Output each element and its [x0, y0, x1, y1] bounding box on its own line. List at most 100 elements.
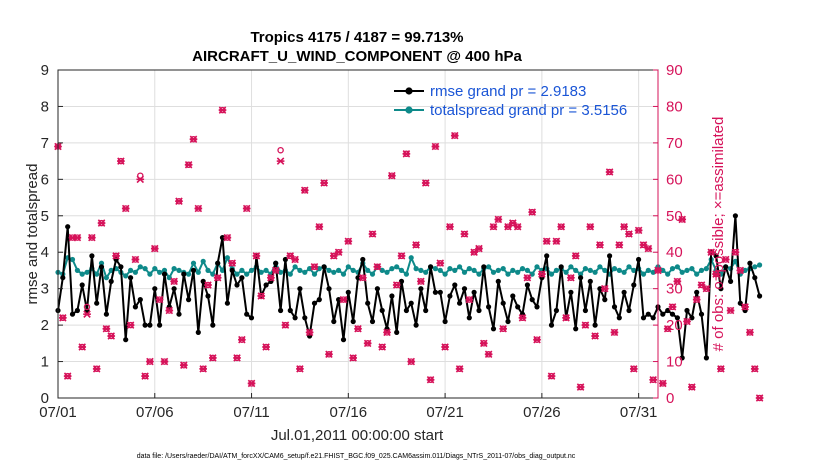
rmse-point-62 [355, 275, 361, 281]
totalspread-point-105 [563, 269, 569, 275]
rmse-point-63 [360, 256, 366, 263]
totalspread-point-58 [336, 267, 342, 273]
obs-assimilated-47 [281, 321, 290, 329]
obs-assimilated-120 [634, 226, 643, 235]
obs-assimilated-50 [296, 365, 304, 373]
x-tick-label-5: 07/26 [523, 404, 561, 421]
totalspread-point-15 [128, 267, 134, 273]
y-tick-label-6: 6 [41, 171, 49, 188]
obs-assimilated-84 [460, 230, 469, 238]
obs-assimilated-72 [402, 150, 411, 158]
rmse-point-81 [447, 293, 453, 299]
obs-assimilated-27 [184, 160, 193, 169]
obs-assimilated-43 [262, 343, 270, 351]
totalspread-point-130 [684, 267, 690, 273]
obs-assimilated-142 [741, 303, 749, 311]
obs-assimilated-92 [499, 324, 508, 333]
totalspread-point-59 [340, 271, 347, 277]
obs-assimilated-78 [431, 142, 440, 151]
rmse-point-121 [640, 315, 647, 321]
rmse-point-91 [495, 278, 501, 284]
rmse-point-78 [432, 289, 438, 295]
rmse-point-35 [224, 300, 230, 306]
obs-assimilated-113 [600, 284, 609, 293]
x-axis-ticks: 07/01 07/06 07/11 07/16 07/21 07/26 07/31 [39, 393, 657, 421]
rmse-point-13 [118, 264, 124, 270]
rmse-point-143 [747, 260, 753, 266]
obs-assimilated-49 [291, 255, 299, 264]
right-y-tick-label-7: 70 [666, 135, 683, 152]
obs-assimilated-117 [620, 222, 628, 231]
rmse-point-4 [74, 307, 80, 314]
totalspread-point-14 [123, 273, 129, 279]
totalspread-point-21 [157, 269, 163, 275]
obs-assimilated-82 [450, 131, 459, 140]
obs-assimilated-91 [494, 215, 503, 224]
right-y-tick-label-3: 30 [666, 281, 683, 298]
right-y-tick-label-1: 10 [666, 354, 683, 371]
totalspread-point-75 [418, 267, 424, 273]
totalspread-point-17 [137, 264, 143, 270]
obs-assimilated-55 [320, 179, 328, 187]
rmse-point-129 [679, 355, 685, 361]
totalspread-point-31 [205, 267, 211, 273]
y-tick-label-1: 1 [41, 354, 49, 371]
rmse-point-88 [481, 264, 487, 270]
rmse-point-71 [398, 278, 405, 284]
totalspread-point-25 [176, 267, 182, 273]
obs-assimilated-51 [300, 186, 309, 195]
totalspread-point-95 [515, 269, 521, 275]
y-tick-label-0: 0 [41, 390, 49, 407]
totalspread-point-145 [757, 262, 763, 268]
obs-assimilated-133 [697, 281, 706, 289]
totalspread-point-132 [694, 271, 700, 277]
obs-assimilated-36 [228, 259, 237, 267]
totalspread-point-37 [234, 271, 240, 277]
rmse-point-137 [718, 286, 724, 292]
obs-assimilated-32 [208, 354, 217, 362]
rmse-point-115 [611, 304, 618, 310]
obs-assimilated-45 [271, 266, 280, 275]
x-tick-label-3: 07/16 [330, 404, 368, 421]
obs-assimilated-46 [276, 157, 285, 165]
rmse-point-55 [321, 264, 327, 270]
obs-assimilated-17 [136, 175, 145, 184]
totalspread-point-92 [500, 266, 506, 272]
obs-assimilated-141 [736, 266, 745, 275]
rmse-point-107 [573, 326, 579, 332]
obs-assimilated-54 [315, 222, 324, 231]
obs-assimilated-131 [688, 383, 696, 391]
obs-assimilated-101 [542, 237, 551, 246]
obs-assimilated-52 [305, 328, 314, 337]
rmse-point-24 [171, 286, 177, 292]
obs-assimilated-121 [639, 241, 648, 249]
obs-assimilated-112 [596, 241, 604, 249]
totalspread-point-60 [345, 264, 351, 270]
obs-assimilated-98 [528, 208, 537, 216]
rmse-point-59 [340, 337, 347, 343]
totalspread-point-56 [326, 267, 332, 273]
obs-assimilated-89 [484, 350, 493, 359]
obs-assimilated-119 [629, 365, 638, 373]
obs-assimilated-70 [392, 281, 401, 289]
totalspread-point-91 [495, 267, 501, 273]
obs-assimilated-14 [121, 204, 130, 213]
totalspread-point-24 [171, 266, 177, 272]
totalspread-point-122 [645, 267, 651, 273]
rmse-point-116 [616, 315, 622, 321]
rmse-point-20 [152, 286, 158, 292]
rmse-point-123 [650, 315, 656, 321]
obs-assimilated-40 [247, 379, 256, 388]
totalspread-point-112 [597, 264, 603, 270]
totalspread-point-16 [132, 269, 138, 275]
rmse-point-28 [190, 267, 197, 273]
legend-spread-label: totalspread grand pr = 3.5156 [430, 102, 627, 119]
totalspread-point-18 [142, 266, 148, 272]
rmse-point-111 [592, 322, 598, 328]
rmse-point-36 [229, 267, 235, 273]
obs-assimilated-56 [325, 350, 333, 359]
obs-assimilated-108 [576, 383, 585, 391]
rmse-point-51 [302, 315, 308, 321]
totalspread-point-127 [669, 266, 676, 272]
totalspread-point-70 [394, 264, 400, 270]
